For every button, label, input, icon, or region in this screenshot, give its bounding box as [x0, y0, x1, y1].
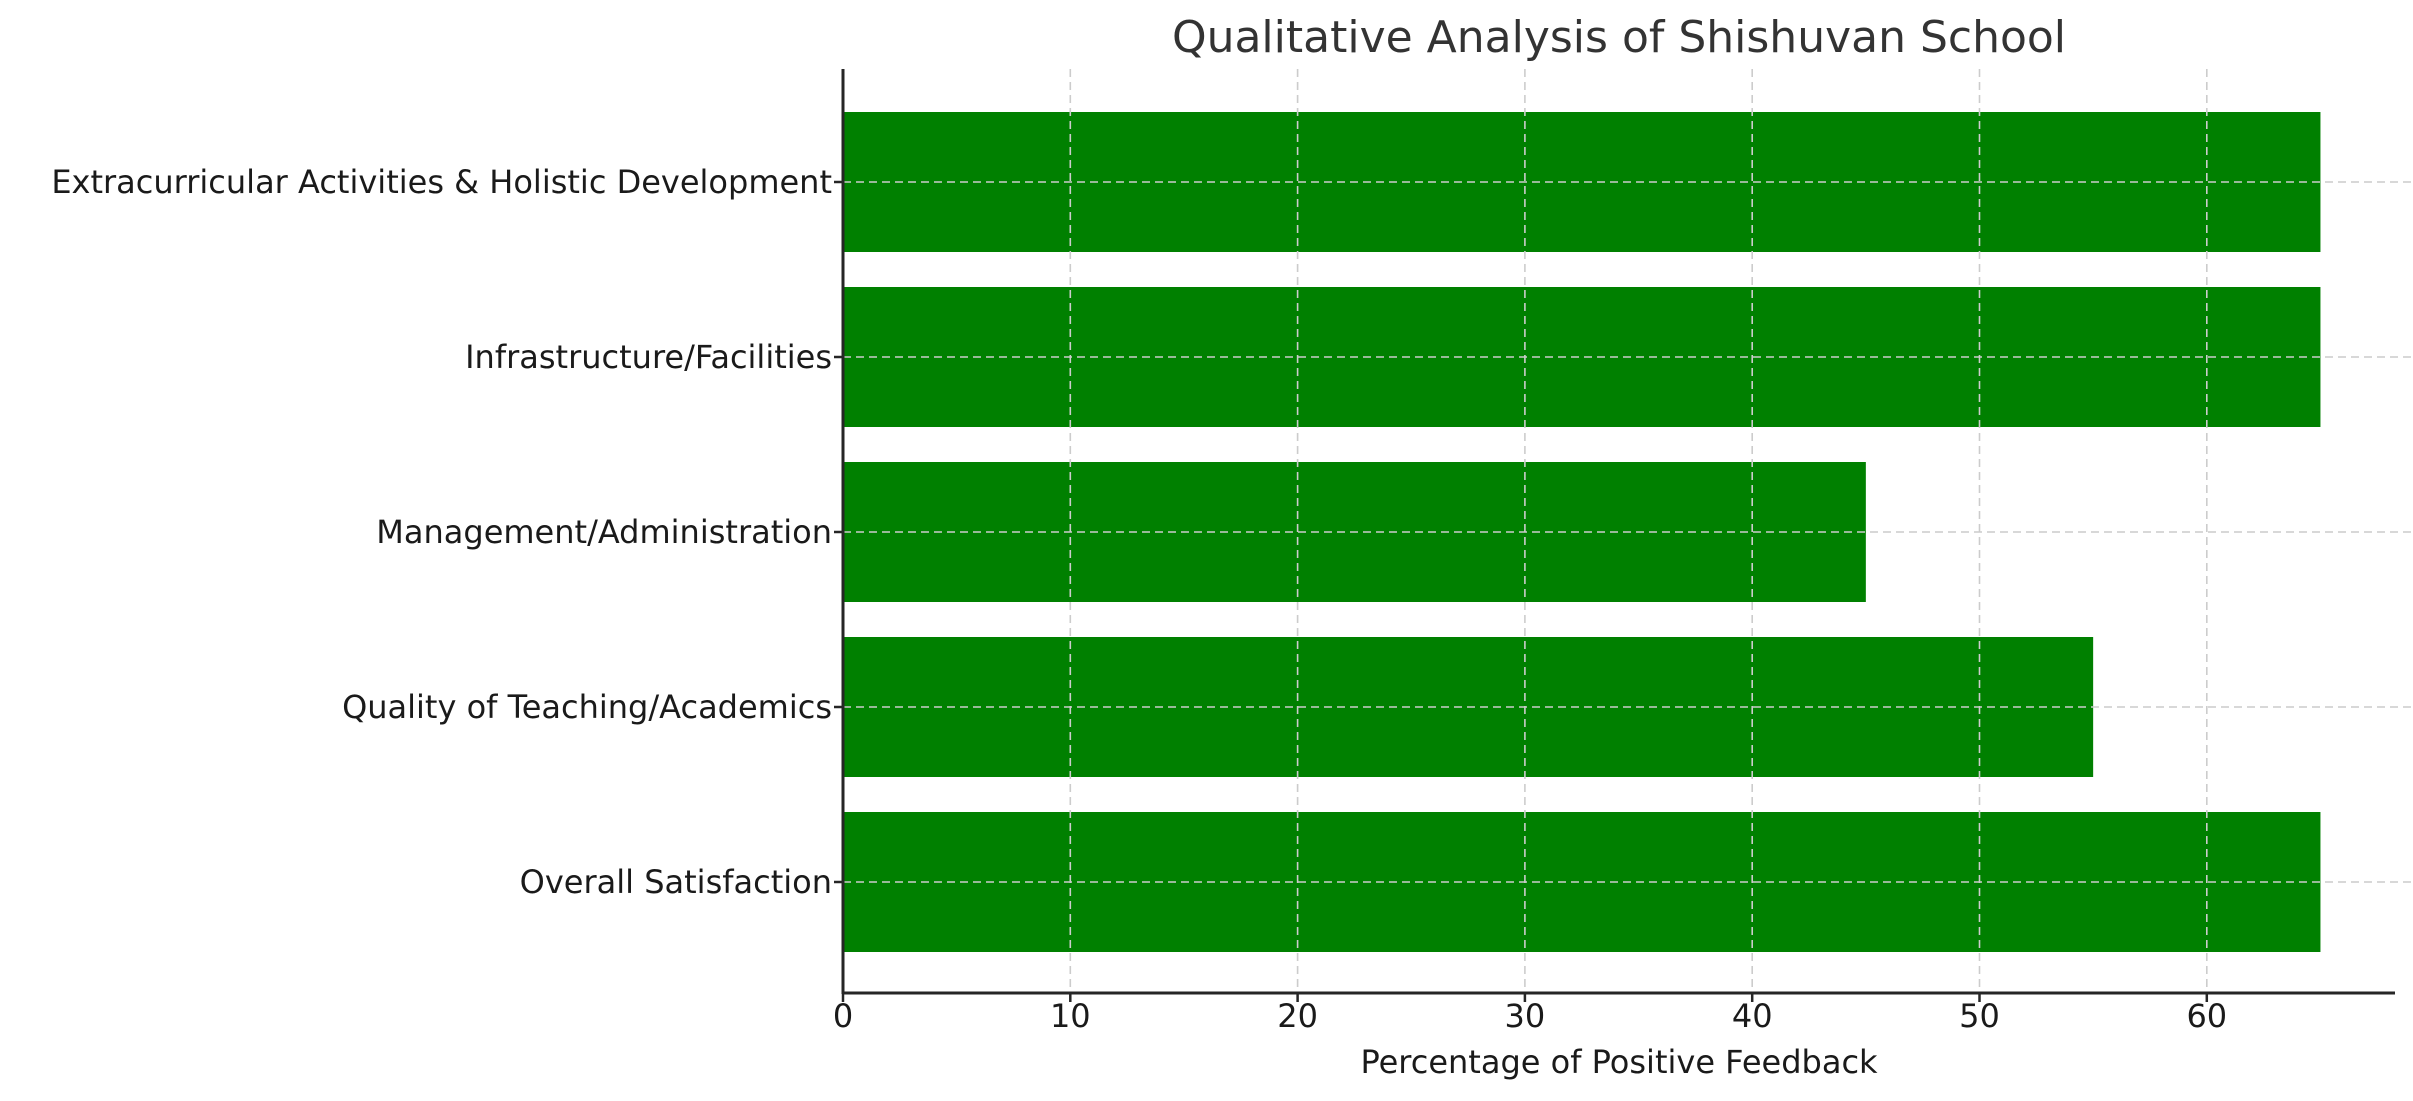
y-tick-labels: Overall Satisfaction Quality of Teaching/…: [51, 163, 843, 901]
x-tick-label: 50: [1959, 997, 2000, 1035]
x-tick-labels: 0 10 20 30 40 50 60: [833, 993, 2227, 1035]
x-tick-label: 0: [833, 997, 853, 1035]
bar: [843, 112, 2321, 252]
bar: [843, 812, 2321, 952]
x-axis-label: Percentage of Positive Feedback: [1360, 1043, 1878, 1081]
y-tick-label: Extracurricular Activities & Holistic De…: [51, 163, 832, 201]
x-tick-label: 60: [2186, 997, 2227, 1035]
y-tick-label: Overall Satisfaction: [520, 863, 832, 901]
x-tick-label: 30: [1505, 997, 1546, 1035]
chart-title: Qualitative Analysis of Shishuvan School: [1172, 12, 2066, 63]
x-tick-label: 20: [1277, 997, 1318, 1035]
y-tick-label: Quality of Teaching/Academics: [342, 688, 832, 726]
y-tick-label: Management/Administration: [376, 513, 832, 551]
x-tick-label: 10: [1050, 997, 1091, 1035]
y-tick-label: Infrastructure/Facilities: [465, 338, 832, 376]
bar: [843, 287, 2321, 427]
x-tick-label: 40: [1732, 997, 1773, 1035]
gridlines: [843, 69, 2413, 993]
